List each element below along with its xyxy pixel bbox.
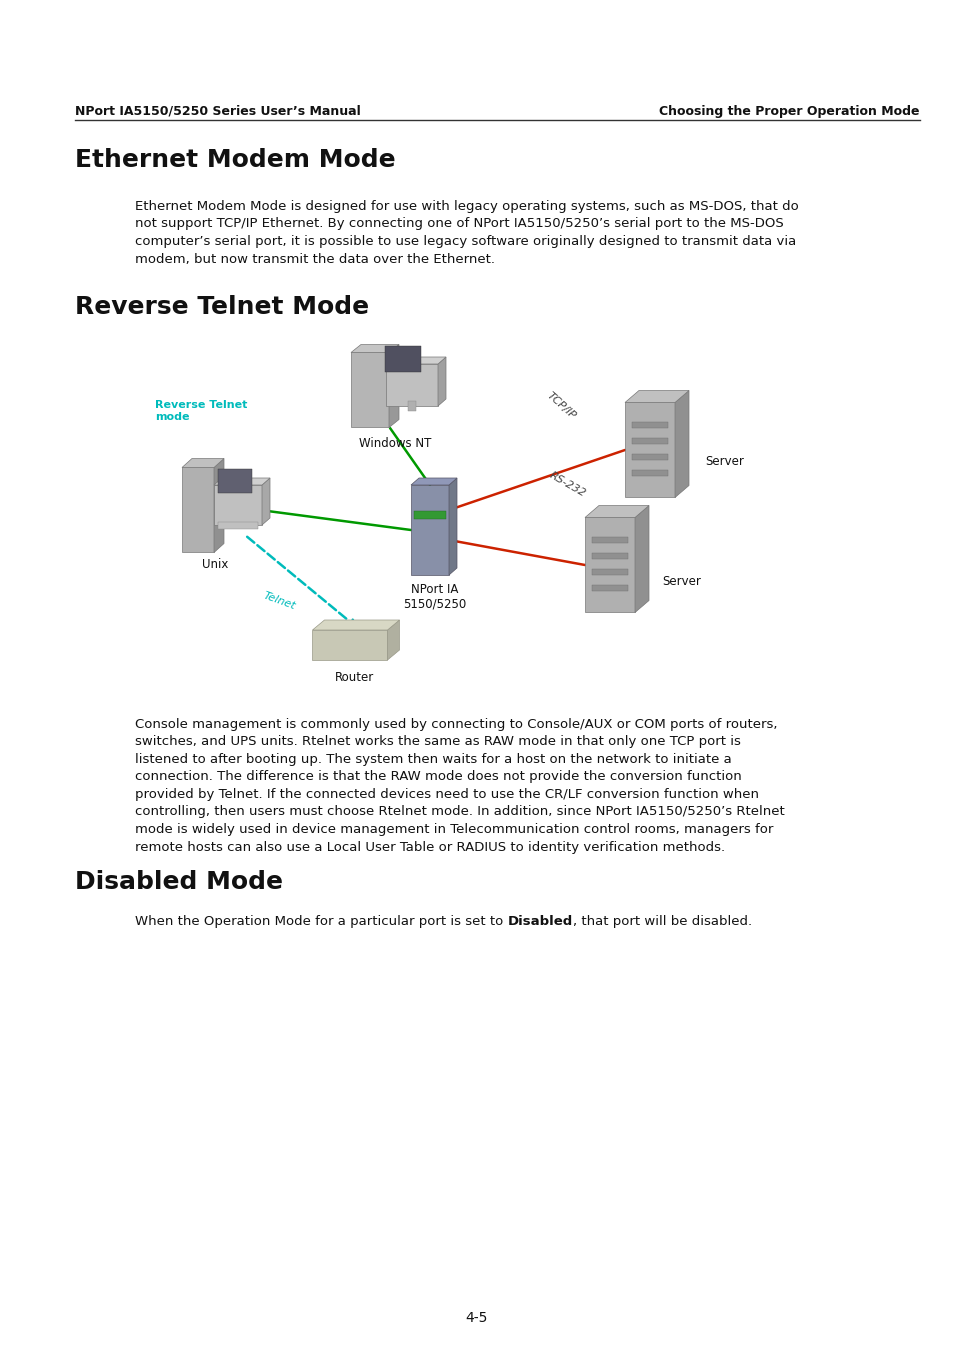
Polygon shape [313,620,399,630]
Bar [592,554,627,559]
Text: , that port will be disabled.: , that port will be disabled. [572,915,751,927]
Polygon shape [386,356,446,365]
Text: Windows NT: Windows NT [358,437,431,450]
Bar [592,568,627,575]
Bar [218,522,257,529]
Bar [592,585,627,591]
Bar [624,402,675,498]
Text: Reverse Telnet
mode: Reverse Telnet mode [154,400,247,421]
Text: provided by Telnet. If the connected devices need to use the CR/LF conversion fu: provided by Telnet. If the connected dev… [135,788,759,801]
Polygon shape [624,390,688,402]
Text: remote hosts can also use a Local User Table or RADIUS to identity verification : remote hosts can also use a Local User T… [135,841,724,853]
Text: Router: Router [335,671,375,684]
Text: Disabled Mode: Disabled Mode [75,869,283,894]
Text: Console management is commonly used by connecting to Console/AUX or COM ports of: Console management is commonly used by c… [135,718,777,730]
Polygon shape [584,505,648,517]
Bar [385,346,420,373]
Bar [213,485,262,525]
Polygon shape [675,390,688,498]
Polygon shape [437,356,446,406]
Bar [408,401,416,410]
Text: Disabled: Disabled [507,915,572,927]
Text: mode is widely used in device management in Telecommunication control rooms, man: mode is widely used in device management… [135,824,773,836]
Polygon shape [213,478,270,485]
Bar [414,512,446,518]
Bar [592,537,627,543]
Polygon shape [449,478,456,575]
Text: Telnet: Telnet [262,590,296,612]
Text: listened to after booting up. The system then waits for a host on the network to: listened to after booting up. The system… [135,753,731,765]
Polygon shape [387,620,399,660]
Polygon shape [182,459,224,467]
Bar [182,467,213,552]
Polygon shape [213,459,224,552]
Text: controlling, then users must choose Rtelnet mode. In addition, since NPort IA515: controlling, then users must choose Rtel… [135,806,784,818]
Polygon shape [635,505,648,613]
Text: NPort IA
5150/5250: NPort IA 5150/5250 [403,583,466,612]
Text: Ethernet Modem Mode: Ethernet Modem Mode [75,148,395,171]
Text: When the Operation Mode for a particular port is set to: When the Operation Mode for a particular… [135,915,507,927]
Bar [631,454,667,460]
Text: RS-232: RS-232 [547,470,587,498]
Text: Server: Server [661,575,700,589]
Bar [313,630,387,660]
Bar [631,437,667,444]
Text: Choosing the Proper Operation Mode: Choosing the Proper Operation Mode [659,105,919,117]
Text: TCP/IP: TCP/IP [544,390,578,421]
Polygon shape [351,344,398,352]
Bar [218,468,252,493]
Text: computer’s serial port, it is possible to use legacy software originally designe: computer’s serial port, it is possible t… [135,235,796,248]
Bar [411,485,449,575]
Text: Unix: Unix [202,558,228,571]
Text: Server: Server [704,455,743,468]
Text: Reverse Telnet Mode: Reverse Telnet Mode [75,296,369,319]
Polygon shape [389,344,398,428]
Text: modem, but now transmit the data over the Ethernet.: modem, but now transmit the data over th… [135,252,495,266]
Bar [386,364,437,406]
Bar [351,352,389,428]
Polygon shape [262,478,270,525]
Bar [631,423,667,428]
Text: 4-5: 4-5 [465,1311,488,1324]
Text: NPort IA5150/5250 Series User’s Manual: NPort IA5150/5250 Series User’s Manual [75,105,360,117]
Bar [631,470,667,477]
Text: Ethernet Modem Mode is designed for use with legacy operating systems, such as M: Ethernet Modem Mode is designed for use … [135,200,798,213]
Text: switches, and UPS units. Rtelnet works the same as RAW mode in that only one TCP: switches, and UPS units. Rtelnet works t… [135,736,740,748]
Polygon shape [411,478,456,485]
Text: connection. The difference is that the RAW mode does not provide the conversion : connection. The difference is that the R… [135,771,741,783]
Bar [584,517,635,613]
Text: not support TCP/IP Ethernet. By connecting one of NPort IA5150/5250’s serial por: not support TCP/IP Ethernet. By connecti… [135,217,783,231]
